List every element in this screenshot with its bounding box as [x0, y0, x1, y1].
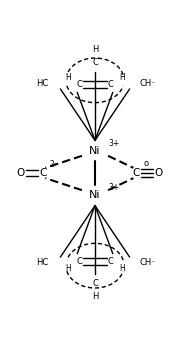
Text: O: O: [154, 168, 163, 178]
Text: C: C: [39, 168, 46, 178]
Text: o: o: [144, 159, 149, 168]
Text: Ni: Ni: [89, 146, 101, 156]
Text: H: H: [119, 264, 125, 273]
Text: 3+: 3+: [108, 139, 119, 148]
Text: 2⁻: 2⁻: [49, 160, 58, 169]
Text: H: H: [92, 45, 98, 54]
Text: C: C: [132, 168, 140, 178]
Text: CH⁻: CH⁻: [139, 79, 156, 88]
Text: HC: HC: [36, 79, 49, 88]
Text: C: C: [108, 257, 114, 266]
Text: C: C: [108, 80, 114, 89]
Text: H: H: [119, 73, 125, 82]
Text: H: H: [92, 292, 98, 301]
Text: 3+: 3+: [108, 183, 119, 192]
Text: CH⁻: CH⁻: [139, 258, 156, 267]
Text: H: H: [65, 264, 71, 273]
Text: C: C: [76, 80, 82, 89]
Text: H: H: [65, 73, 71, 82]
Text: Ni: Ni: [89, 190, 101, 200]
Text: C: C: [92, 58, 98, 67]
Text: C: C: [92, 279, 98, 288]
Text: C: C: [76, 257, 82, 266]
Text: O: O: [16, 168, 24, 178]
Text: HC: HC: [36, 258, 49, 267]
